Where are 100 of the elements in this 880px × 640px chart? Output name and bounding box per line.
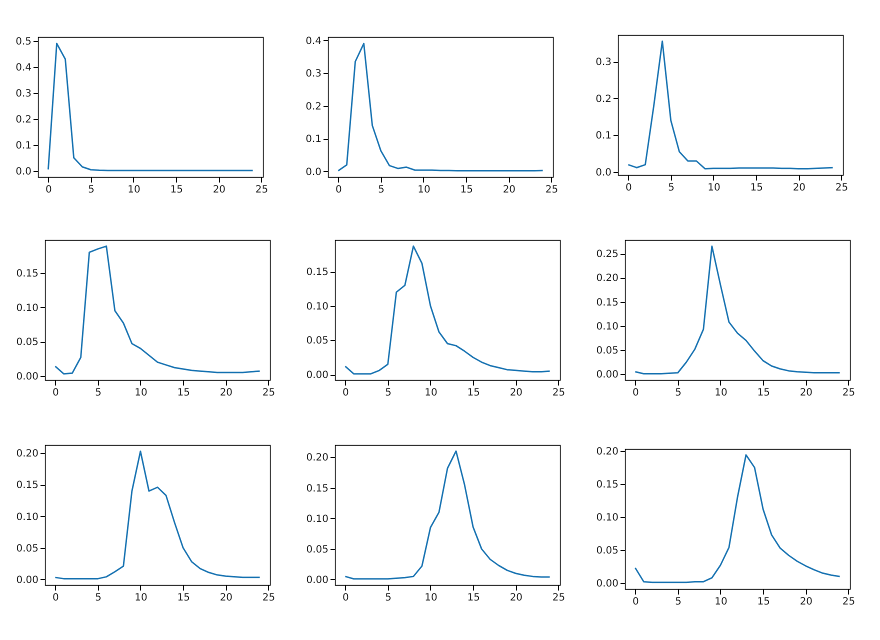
line-series — [54, 245, 261, 375]
y-tick-label: 0.3 — [306, 68, 322, 80]
y-tick-label: 0.05 — [16, 337, 38, 348]
line-series — [344, 245, 551, 375]
x-tick-label: 20 — [502, 184, 516, 196]
x-tick-label: 25 — [835, 182, 848, 194]
y-tick-label: 0.20 — [596, 273, 618, 284]
x-tick-label: 0 — [626, 182, 632, 194]
x-tick-label: 10 — [134, 388, 148, 398]
x-tick-label: 20 — [212, 184, 226, 196]
y-tick-label: 0.2 — [596, 94, 612, 105]
line-series — [337, 42, 544, 172]
y-tick-label: 0.15 — [596, 297, 618, 308]
x-tick-label: 15 — [170, 184, 183, 196]
x-tick-label: 0 — [336, 184, 342, 196]
y-tick-label: 0.4 — [306, 36, 322, 47]
x-tick-label: 5 — [675, 388, 682, 398]
x-tick-label: 20 — [220, 388, 233, 398]
x-tick-label: 0 — [46, 184, 52, 196]
x-tick-label: 15 — [177, 388, 190, 398]
y-tick-label: 0.3 — [16, 88, 32, 100]
y-tick-label: 0.15 — [16, 268, 38, 280]
x-tick-label: 25 — [552, 592, 566, 604]
y-tick-label: 0.05 — [306, 544, 328, 556]
y-tick-label: 0.25 — [596, 249, 618, 260]
x-tick-label: 5 — [95, 388, 102, 398]
y-tick-label: 0.15 — [306, 267, 328, 278]
y-tick-label: 0.00 — [16, 371, 38, 382]
line-series — [344, 450, 551, 580]
x-tick-label: 5 — [95, 592, 102, 604]
x-tick-label: 25 — [262, 388, 276, 398]
x-tick-label: 15 — [177, 592, 190, 604]
x-tick-label: 10 — [424, 388, 438, 398]
x-tick-label: 5 — [88, 184, 95, 196]
x-tick-label: 10 — [714, 388, 728, 398]
y-tick-label: 0.2 — [16, 114, 32, 126]
y-tick-label: 0.15 — [306, 483, 328, 494]
x-tick-label: 25 — [255, 184, 268, 196]
x-tick-label: 15 — [467, 388, 480, 398]
y-tick-label: 0.15 — [596, 480, 618, 490]
x-tick-label: 0 — [342, 592, 349, 604]
line-series — [627, 40, 834, 170]
x-tick-label: 5 — [385, 592, 392, 604]
x-tick-label: 15 — [750, 182, 763, 194]
y-tick-label: 0.0 — [16, 166, 32, 178]
y-tick-label: 0.3 — [596, 57, 612, 68]
x-tick-label: 5 — [385, 388, 392, 398]
y-tick-label: 0.05 — [596, 546, 618, 557]
x-tick-label: 0 — [52, 388, 59, 398]
x-tick-label: 25 — [842, 596, 856, 608]
y-tick-label: 0.5 — [16, 36, 32, 48]
y-tick-label: 0.15 — [16, 480, 38, 492]
x-tick-label: 5 — [668, 182, 675, 194]
y-tick-label: 0.20 — [306, 452, 328, 464]
y-tick-label: 0.10 — [306, 514, 328, 525]
x-tick-label: 5 — [675, 596, 682, 608]
x-tick-label: 15 — [757, 388, 770, 398]
x-tick-label: 0 — [52, 592, 59, 604]
x-tick-label: 25 — [545, 184, 558, 196]
x-tick-label: 15 — [460, 184, 473, 196]
x-tick-label: 10 — [134, 592, 148, 604]
y-tick-label: 0.00 — [306, 575, 328, 586]
y-tick-label: 0.00 — [16, 574, 38, 586]
line-series — [634, 454, 841, 584]
y-tick-label: 0.0 — [306, 166, 322, 178]
x-tick-label: 0 — [342, 388, 349, 398]
x-tick-label: 20 — [800, 388, 813, 398]
x-tick-label: 20 — [510, 388, 523, 398]
x-tick-label: 20 — [220, 592, 233, 604]
x-tick-label: 10 — [708, 182, 720, 194]
x-tick-label: 20 — [800, 596, 813, 608]
y-tick-label: 0.05 — [16, 543, 38, 554]
y-tick-label: 0.00 — [596, 370, 618, 381]
x-tick-label: 10 — [128, 184, 140, 196]
line-series — [634, 246, 841, 374]
y-tick-label: 0.10 — [596, 512, 618, 524]
y-tick-label: 0.4 — [16, 62, 32, 74]
y-tick-label: 0.10 — [306, 301, 328, 312]
x-tick-label: 0 — [632, 388, 639, 398]
y-tick-label: 0.05 — [596, 346, 618, 357]
x-tick-label: 10 — [424, 592, 438, 604]
y-tick-label: 0.10 — [16, 302, 38, 314]
y-tick-label: 0.1 — [16, 140, 32, 152]
y-tick-label: 0.00 — [596, 578, 618, 590]
y-tick-label: 0.1 — [596, 130, 612, 142]
y-tick-label: 0.10 — [596, 321, 618, 332]
x-tick-label: 10 — [418, 184, 430, 196]
x-tick-label: 15 — [757, 596, 770, 608]
x-tick-label: 25 — [552, 388, 566, 398]
y-tick-label: 0.00 — [306, 370, 328, 382]
y-tick-label: 0.20 — [16, 448, 38, 460]
y-tick-label: 0.2 — [306, 101, 322, 112]
x-tick-label: 25 — [262, 592, 276, 604]
y-tick-label: 0.1 — [306, 134, 322, 146]
x-tick-label: 15 — [467, 592, 480, 604]
y-tick-label: 0.0 — [596, 168, 612, 179]
x-tick-label: 25 — [842, 388, 856, 398]
line-series — [47, 42, 254, 172]
y-tick-label: 0.20 — [596, 446, 618, 458]
y-tick-label: 0.05 — [306, 336, 328, 347]
